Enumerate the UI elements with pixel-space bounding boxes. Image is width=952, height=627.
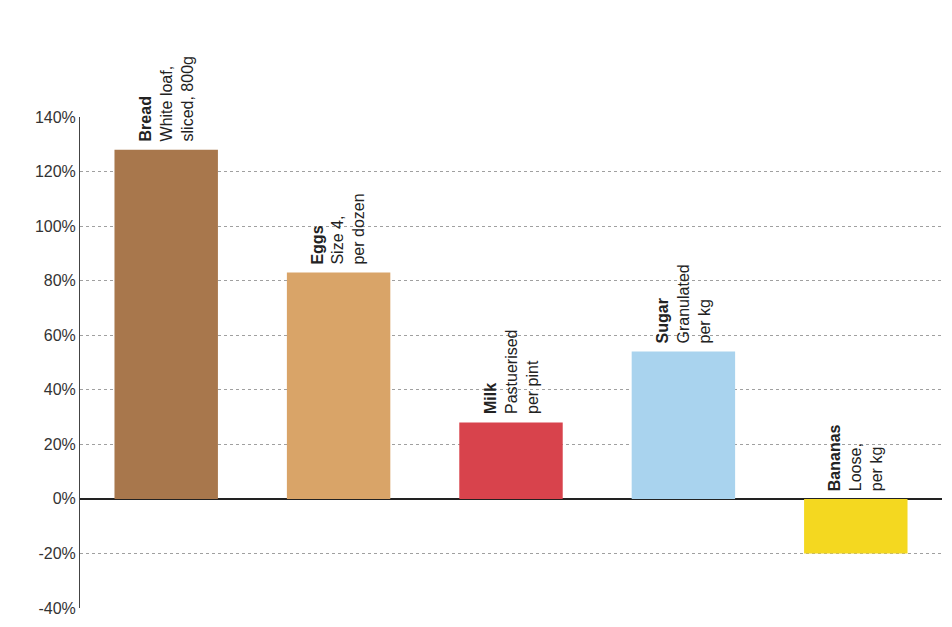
svg-text:0%: 0% [53,490,76,507]
svg-text:140%: 140% [35,109,76,126]
svg-text:60%: 60% [44,327,76,344]
svg-text:SugarGranulatedper kg: SugarGranulatedper kg [654,264,713,343]
svg-text:40%: 40% [44,381,76,398]
svg-text:-20%: -20% [38,545,75,562]
svg-text:MilkPastuerisedper pint: MilkPastuerisedper pint [482,330,541,415]
svg-text:80%: 80% [44,272,76,289]
svg-text:BananasLoose,per kg: BananasLoose,per kg [826,424,885,491]
svg-text:BreadWhite loaf,sliced, 800g: BreadWhite loaf,sliced, 800g [137,56,196,141]
svg-text:20%: 20% [44,436,76,453]
svg-text:120%: 120% [35,163,76,180]
svg-text:EggsSize 4,per dozen: EggsSize 4,per dozen [309,193,368,264]
svg-text:100%: 100% [35,218,76,235]
svg-text:-40%: -40% [38,600,75,617]
